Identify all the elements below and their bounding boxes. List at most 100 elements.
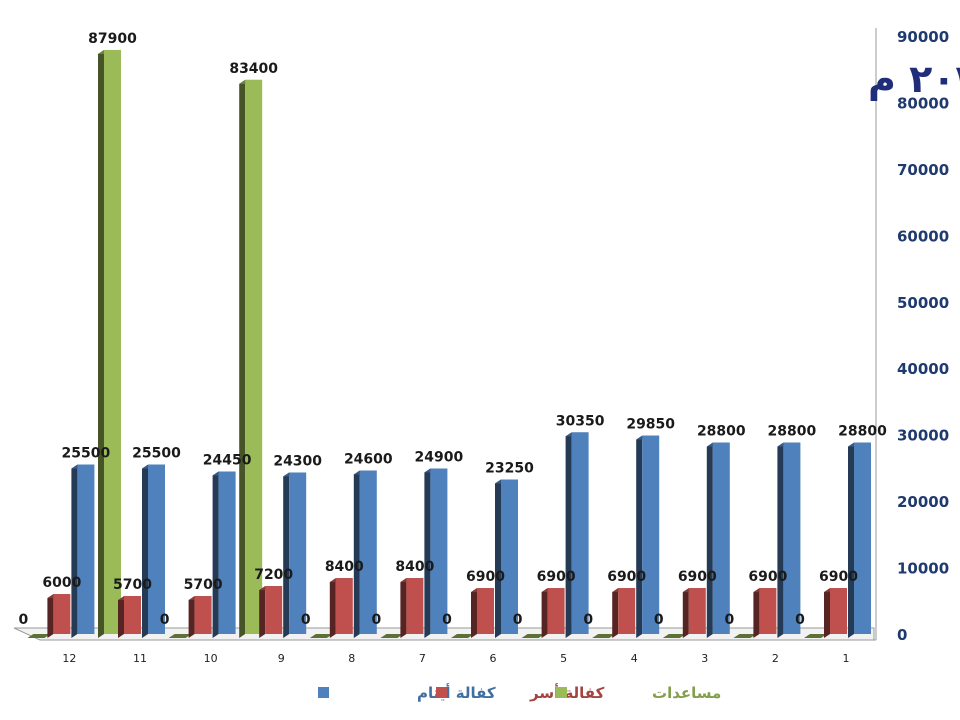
bar-side <box>541 588 548 638</box>
data-label: 29850 <box>626 417 675 433</box>
bar <box>501 479 518 634</box>
y-tick-label: 10000 <box>897 560 949 578</box>
data-label: 24600 <box>344 452 393 468</box>
data-label: 0 <box>795 612 805 628</box>
bar-side <box>471 588 477 638</box>
bar <box>148 464 165 634</box>
bar-side <box>565 432 572 638</box>
bar <box>854 442 871 634</box>
bar <box>662 634 686 638</box>
x-tick-label: 4 <box>631 652 638 665</box>
data-label: 8400 <box>325 559 364 575</box>
bar-side <box>212 471 219 638</box>
bar-side <box>71 464 78 638</box>
chart-axes <box>40 28 877 641</box>
bar <box>245 79 263 634</box>
data-label: 30350 <box>556 413 605 429</box>
y-tick-label: 70000 <box>897 161 949 179</box>
bar <box>430 468 448 634</box>
bar-side <box>329 578 336 638</box>
data-label: 0 <box>19 612 29 628</box>
chart-data-labels: 0 6900 28800 0 6900 28800 0 6900 28800 0 6900 29850… <box>19 31 888 628</box>
bar <box>168 634 192 638</box>
data-label: 0 <box>654 612 664 628</box>
data-label: 7200 <box>254 567 293 583</box>
bar <box>642 435 660 634</box>
bar-side <box>283 472 290 638</box>
x-tick-label: 11 <box>133 652 147 665</box>
bar-side <box>706 442 713 638</box>
bar-side <box>824 588 830 638</box>
bar-side <box>118 596 124 638</box>
chart-legend: كفالة أيتام كفالة أسر مساعدات <box>318 683 721 702</box>
bar <box>688 588 706 634</box>
x-tick-label: 7 <box>419 652 426 665</box>
legend-label: مساعدات <box>652 684 721 702</box>
data-label: 23250 <box>485 461 534 477</box>
bar <box>309 634 333 638</box>
y-tick-label: 50000 <box>897 294 949 312</box>
x-tick-label: 5 <box>560 652 567 665</box>
data-label: 0 <box>442 612 452 628</box>
data-label: 6900 <box>607 569 646 585</box>
y-tick-label: 80000 <box>897 94 949 112</box>
bar <box>380 634 404 638</box>
data-label: 25500 <box>62 446 111 462</box>
bar-side <box>636 435 643 638</box>
bar <box>218 471 236 634</box>
bar <box>27 634 51 638</box>
bar <box>104 49 121 635</box>
legend-swatch <box>436 687 447 698</box>
data-label: 24450 <box>203 453 252 469</box>
y-tick-label: 20000 <box>897 493 949 511</box>
data-label: 28800 <box>697 424 746 440</box>
bar <box>477 588 494 634</box>
bar <box>289 472 307 634</box>
y-tick-label: 60000 <box>897 227 949 245</box>
data-label: 6900 <box>678 569 717 585</box>
bar <box>618 588 636 634</box>
x-tick-label: 9 <box>278 652 285 665</box>
bar <box>521 634 545 638</box>
data-label: 25500 <box>132 446 181 462</box>
bar <box>406 578 424 634</box>
data-label: 6900 <box>819 569 858 585</box>
bar-side <box>47 594 54 638</box>
chart-tick-labels: 0100002000030000400005000060000700008000… <box>62 28 949 665</box>
bar-side <box>98 49 104 639</box>
data-label: 6900 <box>537 569 576 585</box>
data-label: 5700 <box>113 577 152 593</box>
bar-side <box>239 79 246 638</box>
bar-side <box>259 586 266 638</box>
bar <box>804 634 827 638</box>
y-tick-label: 30000 <box>897 427 949 445</box>
data-label: 24300 <box>273 454 322 470</box>
bar-side <box>353 470 360 638</box>
y-tick-label: 0 <box>897 626 907 644</box>
legend-label: كفالة أيتام <box>417 683 496 702</box>
data-label: 28800 <box>768 424 817 440</box>
data-label: 0 <box>513 612 523 628</box>
bar-side <box>777 442 784 638</box>
x-tick-label: 6 <box>490 652 497 665</box>
data-label: 6900 <box>748 569 787 585</box>
bar <box>265 586 283 634</box>
data-label: 28800 <box>838 424 887 440</box>
data-label: 0 <box>725 612 735 628</box>
legend-swatch <box>318 687 329 698</box>
chart-bars <box>27 49 871 639</box>
bar-side <box>495 479 501 638</box>
data-label: 87900 <box>88 31 137 47</box>
data-label: 0 <box>583 612 593 628</box>
bar-side <box>400 578 407 638</box>
data-label: 0 <box>372 612 382 628</box>
data-label: 0 <box>301 612 311 628</box>
data-label: 0 <box>160 612 170 628</box>
legend-swatch <box>556 687 567 698</box>
y-tick-label: 90000 <box>897 28 949 46</box>
bar <box>571 432 589 634</box>
bar <box>783 442 801 634</box>
data-label: 24900 <box>415 450 464 466</box>
bar <box>451 634 474 638</box>
